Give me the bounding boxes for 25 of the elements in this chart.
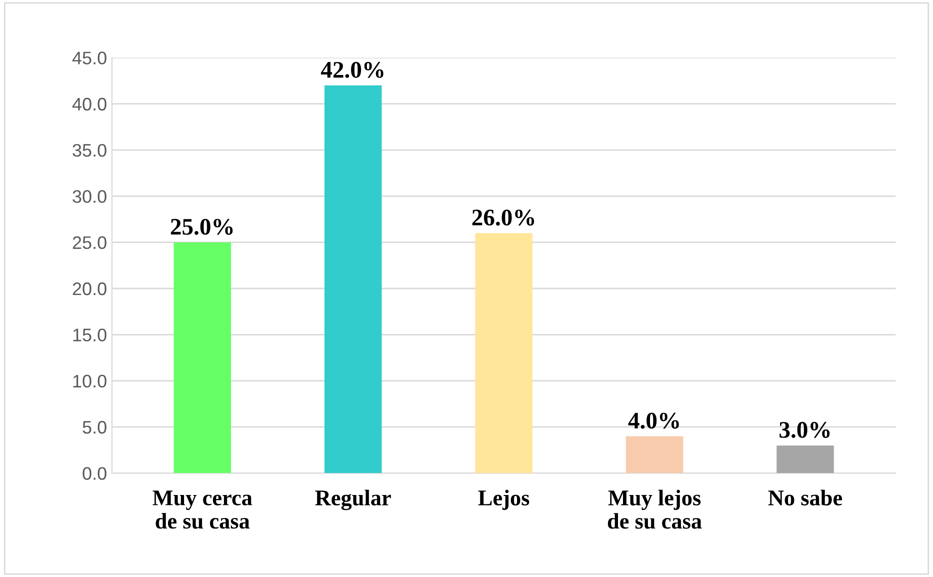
y-tick-label: 10.0 xyxy=(73,374,106,388)
x-tick-label: Lejos xyxy=(478,490,530,510)
y-tick-label: 15.0 xyxy=(73,328,106,342)
bar xyxy=(626,436,684,474)
data-label: 4.0% xyxy=(628,412,679,429)
data-label: 42.0% xyxy=(320,62,384,78)
y-tick-label: 40.0 xyxy=(72,98,106,111)
x-tick-label: Muy cerca de su casa xyxy=(152,490,252,529)
bar xyxy=(475,233,532,474)
y-tick-label: 25.0 xyxy=(72,236,106,250)
bar xyxy=(776,445,834,474)
data-label: 3.0% xyxy=(780,422,830,438)
bar xyxy=(324,85,382,474)
y-tick-label: 35.0 xyxy=(72,144,106,157)
x-tick-label: Regular xyxy=(315,490,391,510)
y-tick-label: 45.0 xyxy=(72,52,106,64)
y-tick-label: 20.0 xyxy=(72,282,106,296)
bar xyxy=(174,242,232,474)
data-label: 26.0% xyxy=(472,210,534,226)
data-label: 25.0% xyxy=(170,218,233,235)
y-tick-label: 0.0 xyxy=(82,467,106,480)
y-tick-label: 30.0 xyxy=(72,190,106,203)
x-tick-label: No sabe xyxy=(768,490,842,506)
y-tick-label: 5.0 xyxy=(82,420,106,434)
x-tick-label: Muy lejos de su casa xyxy=(608,490,702,529)
